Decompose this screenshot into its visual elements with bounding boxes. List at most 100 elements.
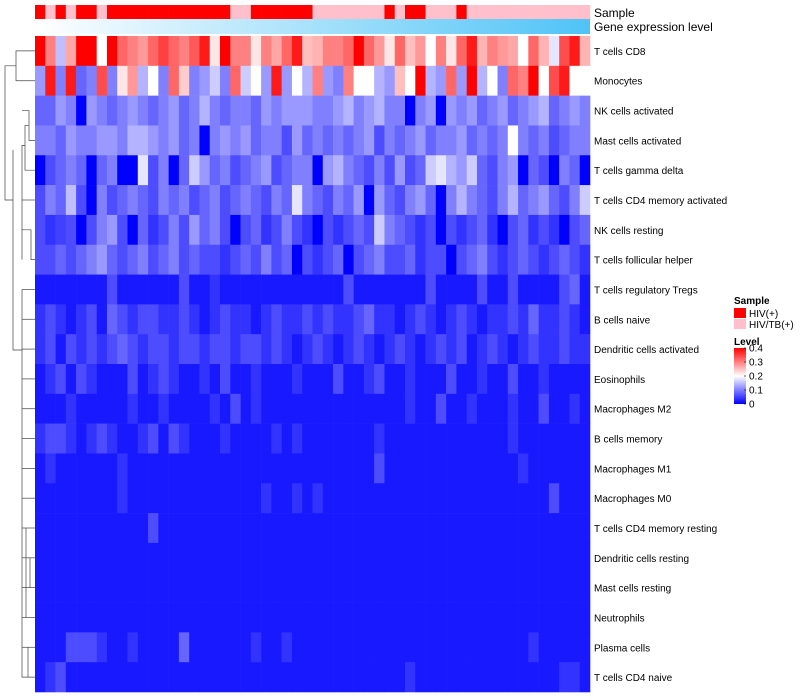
heatmap-cell bbox=[435, 453, 447, 484]
heatmap-cell bbox=[65, 423, 77, 454]
heatmap-cell bbox=[333, 36, 344, 67]
heatmap-cell bbox=[333, 155, 344, 186]
heatmap-cell bbox=[333, 513, 344, 544]
heatmap-cell bbox=[96, 244, 108, 275]
heatmap-cell bbox=[240, 274, 252, 305]
heatmap-cell bbox=[507, 304, 519, 335]
heatmap-cell bbox=[559, 364, 570, 395]
heatmap-cell bbox=[425, 453, 437, 484]
heatmap-cell bbox=[456, 95, 467, 126]
heatmap-cell bbox=[579, 453, 591, 484]
heatmap-cell bbox=[559, 393, 570, 424]
heatmap-cell bbox=[456, 662, 467, 693]
heatmap-cell bbox=[209, 155, 221, 186]
heatmap-cell bbox=[569, 364, 581, 395]
heatmap-cell bbox=[569, 334, 581, 365]
heatmap-cell bbox=[497, 36, 509, 67]
heatmap-cell bbox=[435, 304, 447, 335]
heatmap-cell bbox=[240, 632, 252, 663]
heatmap-cell bbox=[302, 95, 313, 126]
heatmap-cell bbox=[569, 453, 581, 484]
heatmap-cell bbox=[45, 244, 56, 275]
heatmap-cell bbox=[559, 632, 570, 663]
heatmap-cell bbox=[106, 453, 118, 484]
heatmap-cell bbox=[302, 334, 313, 365]
sample-annotation-cell bbox=[178, 5, 190, 19]
heatmap-cell bbox=[518, 65, 529, 96]
heatmap-cell bbox=[528, 542, 539, 574]
heatmap-cell bbox=[35, 334, 46, 365]
heatmap-cell bbox=[199, 662, 211, 693]
heatmap-cell bbox=[466, 95, 478, 126]
heatmap-cell bbox=[209, 274, 221, 305]
heatmap-cell bbox=[45, 364, 56, 395]
heatmap-cell bbox=[353, 602, 365, 633]
heatmap-cell bbox=[158, 542, 169, 574]
heatmap-cell bbox=[96, 334, 108, 365]
heatmap-cell bbox=[117, 244, 128, 275]
heatmap-cell bbox=[168, 423, 180, 454]
heatmap-cell bbox=[353, 513, 365, 544]
heatmap-cell bbox=[353, 125, 365, 156]
heatmap-cell bbox=[137, 36, 149, 67]
sample-annotation-cell bbox=[76, 5, 87, 19]
heatmap-cell bbox=[65, 95, 77, 126]
heatmap-cell bbox=[65, 364, 77, 395]
heatmap-cell bbox=[271, 214, 282, 246]
heatmap-cell bbox=[117, 393, 128, 424]
heatmap-cell bbox=[518, 393, 529, 424]
heatmap-cell bbox=[343, 662, 354, 693]
heatmap-cell bbox=[528, 244, 539, 275]
heatmap-cell bbox=[302, 36, 313, 67]
heatmap-cell bbox=[45, 125, 56, 156]
heatmap-cell bbox=[261, 95, 272, 126]
heatmap-cell bbox=[281, 602, 293, 633]
heatmap-cell bbox=[435, 155, 447, 186]
heatmap-cell bbox=[240, 423, 252, 454]
heatmap-cell bbox=[127, 364, 139, 395]
heatmap-cell bbox=[281, 364, 293, 395]
heatmap-cell bbox=[353, 453, 365, 484]
heatmap-cell bbox=[518, 36, 529, 67]
heatmap-cell bbox=[178, 483, 190, 514]
heatmap-cell bbox=[209, 36, 221, 67]
heatmap-cell bbox=[55, 483, 67, 514]
heatmap-cell bbox=[538, 483, 550, 514]
legend-sample-title: Sample bbox=[734, 296, 770, 307]
heatmap-cell bbox=[271, 364, 282, 395]
heatmap-cell bbox=[538, 244, 550, 275]
heatmap-cell bbox=[405, 125, 416, 156]
heatmap-cell bbox=[96, 542, 108, 574]
heatmap-cell bbox=[86, 364, 97, 395]
heatmap-cell bbox=[106, 334, 118, 365]
heatmap-cell bbox=[148, 602, 159, 633]
heatmap-cell bbox=[456, 423, 467, 454]
heatmap-cell bbox=[209, 453, 221, 484]
heatmap-cell bbox=[425, 572, 437, 603]
heatmap-cell bbox=[497, 304, 509, 335]
heatmap-cell bbox=[230, 542, 241, 574]
heatmap-cell bbox=[168, 542, 180, 574]
heatmap-cell bbox=[76, 483, 87, 514]
heatmap-cell bbox=[394, 483, 406, 514]
heatmap-cell bbox=[271, 36, 282, 67]
heatmap-cell bbox=[281, 423, 293, 454]
heatmap-cell bbox=[312, 185, 324, 216]
heatmap-cell bbox=[507, 185, 519, 216]
heatmap-cell bbox=[559, 542, 570, 574]
heatmap-cell bbox=[569, 244, 581, 275]
heatmap-cell bbox=[76, 214, 87, 246]
heatmap-cell bbox=[220, 662, 231, 693]
dendrogram-branch bbox=[4, 65, 16, 201]
heatmap-cell bbox=[45, 662, 56, 693]
heatmap-cell bbox=[189, 542, 200, 574]
heatmap-cell bbox=[302, 393, 313, 424]
heatmap-cell bbox=[86, 244, 97, 275]
heatmap-cell bbox=[137, 334, 149, 365]
heatmap-cell bbox=[405, 95, 416, 126]
heatmap-cell bbox=[415, 95, 426, 126]
heatmap-cell bbox=[548, 65, 560, 96]
heatmap-cell bbox=[487, 513, 498, 544]
heatmap-cell bbox=[466, 125, 478, 156]
heatmap-cell bbox=[261, 453, 272, 484]
